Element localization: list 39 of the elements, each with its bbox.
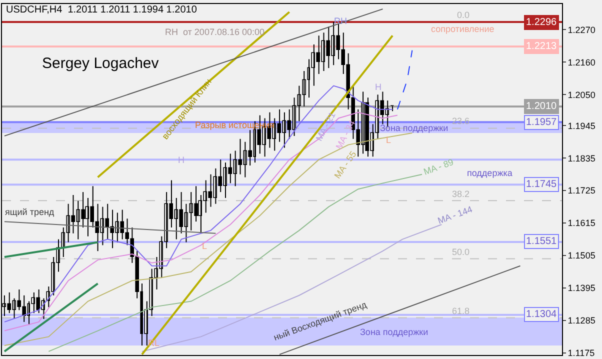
y-tick-label: 1.2270 (568, 24, 596, 35)
annotation: сопротивление (431, 24, 494, 34)
ref-line-label: 1.1551 (526, 236, 558, 247)
ref-line-label: 1.2213 (526, 41, 558, 52)
ref-line-label: 1.2296 (526, 17, 558, 28)
annotation: 0.0 (457, 10, 470, 20)
annotation: RH от 2007.08.16 00:00 (165, 27, 264, 37)
annotation: MA - 89 (422, 156, 455, 177)
y-tick-label: 1.2160 (568, 57, 596, 68)
chart-title: USDCHF,H4 1.2011 1.2011 1.1994 1.2010 (6, 4, 198, 16)
annotation: 23.6 (452, 116, 470, 126)
annotation: H (178, 155, 184, 165)
annotation: 50.0 (452, 247, 470, 257)
y-tick-label: 1.1615 (568, 218, 596, 228)
annotation: L (202, 241, 208, 251)
ref-line-label: 1.1745 (526, 179, 558, 190)
y-tick-label: 1.1505 (568, 250, 596, 261)
line-series (142, 224, 442, 352)
ref-line-label: 1.1957 (526, 117, 558, 128)
ref-line-label: 1.2010 (526, 101, 558, 112)
annotation: Sergey Logachev (42, 55, 160, 72)
annotation: ящий тренд (5, 207, 55, 217)
y-tick-label: 1.1835 (568, 153, 596, 164)
annotation: поддержка (467, 168, 512, 178)
annotation: L (386, 135, 392, 145)
ref-line-label: 1.1304 (526, 309, 558, 320)
y-tick-label: 1.2050 (568, 90, 596, 100)
y-tick-label: 1.1725 (568, 186, 596, 196)
y-tick-label: 1.1945 (568, 120, 596, 131)
annotation: MA - 144 (436, 204, 474, 226)
annotation: 61.8 (452, 306, 470, 316)
annotation: MA - 55 (332, 149, 358, 180)
y-tick-label: 1.1285 (568, 316, 596, 326)
y-tick-label: 1.1395 (568, 283, 596, 294)
y-tick-label: 1.1175 (568, 348, 595, 358)
annotation: H (375, 82, 382, 92)
annotation: 38.2 (452, 189, 470, 199)
band-label: Зона поддержки (380, 123, 448, 133)
band-label: Зона поддержки (360, 327, 428, 337)
